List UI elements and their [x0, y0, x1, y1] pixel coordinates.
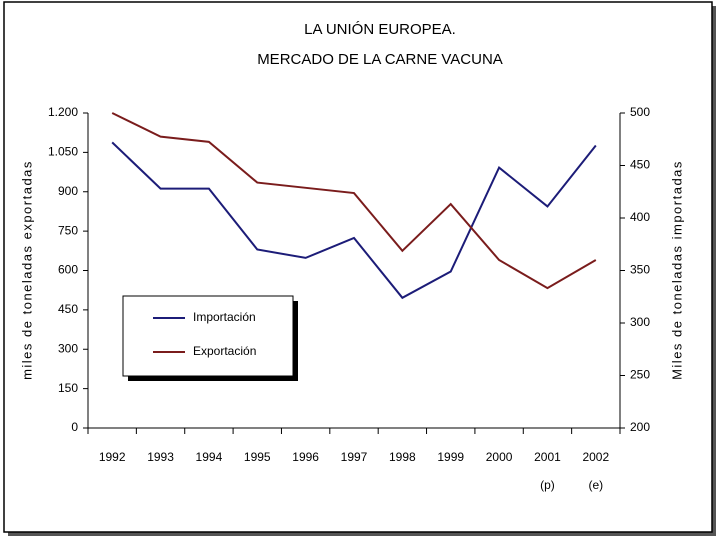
y2-tick-label: 350: [630, 263, 650, 277]
y-axis-title: miles de toneladas exportadas: [19, 160, 34, 380]
y-tick-label: 300: [58, 341, 78, 355]
series-line: [111, 141, 597, 300]
x-tick-label: 1996: [292, 450, 319, 464]
chart-title: LA UNIÓN EUROPEA.: [304, 21, 456, 38]
x-tick-label: 1999: [437, 450, 464, 464]
x-tick-label: 1998: [389, 450, 416, 464]
x-tick-label: 2002: [582, 450, 609, 464]
x-tick-label: 1994: [196, 450, 223, 464]
y2-tick-label: 300: [630, 315, 650, 329]
x-tick-sublabel: (e): [588, 478, 603, 492]
series-line: [111, 112, 597, 290]
y-tick-label: 450: [58, 302, 78, 316]
y2-tick-label: 400: [630, 210, 650, 224]
y2-tick-label: 450: [630, 158, 650, 172]
y-tick-label: 1.050: [48, 145, 78, 159]
x-tick-label: 1993: [147, 450, 174, 464]
y2-tick-label: 250: [630, 368, 650, 382]
x-tick-label: 2001: [534, 450, 561, 464]
legend-label: Exportación: [193, 344, 256, 358]
y2-tick-label: 200: [630, 420, 650, 434]
legend: [122, 295, 294, 377]
y-tick-label: 750: [58, 223, 78, 237]
chart-title: MERCADO DE LA CARNE VACUNA: [257, 51, 503, 68]
y2-tick-label: 500: [630, 105, 650, 119]
x-tick-label: 2000: [486, 450, 513, 464]
y-tick-label: 150: [58, 381, 78, 395]
frame: [3, 1, 713, 533]
y2-axis-title: Miles de toneladas importadas: [669, 160, 684, 380]
y-tick-label: 600: [58, 263, 78, 277]
y-tick-label: 1.200: [48, 105, 78, 119]
y-tick-label: 0: [71, 420, 78, 434]
legend-label: Importación: [193, 310, 256, 324]
x-tick-label: 1992: [99, 450, 126, 464]
x-tick-label: 1997: [341, 450, 368, 464]
x-tick-label: 1995: [244, 450, 271, 464]
y-tick-label: 900: [58, 184, 78, 198]
x-tick-sublabel: (p): [540, 478, 555, 492]
